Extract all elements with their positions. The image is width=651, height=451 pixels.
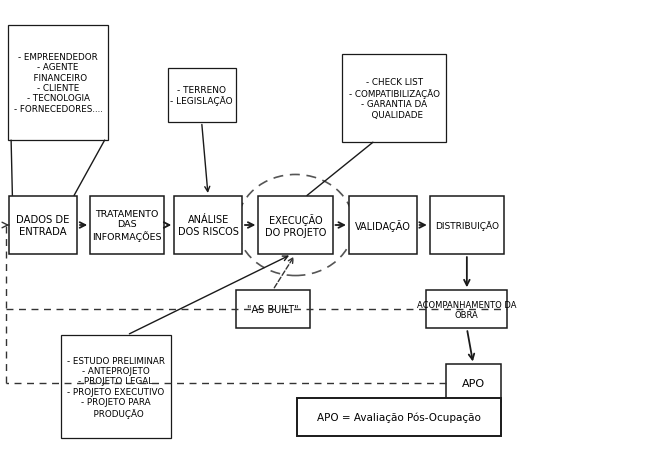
Text: ACOMPANHAMENTO DA
OBRA: ACOMPANHAMENTO DA OBRA <box>417 300 517 319</box>
FancyBboxPatch shape <box>446 364 501 403</box>
Text: - TERRENO
- LEGISLAÇÃO: - TERRENO - LEGISLAÇÃO <box>171 85 233 106</box>
FancyBboxPatch shape <box>430 196 504 255</box>
Text: - EMPREENDEDOR
- AGENTE
  FINANCEIRO
- CLIENTE
- TECNOLOGIA
- FORNECEDORES....: - EMPREENDEDOR - AGENTE FINANCEIRO - CLI… <box>14 53 102 114</box>
FancyBboxPatch shape <box>258 196 333 255</box>
Text: EXECUÇÃO
DO PROJETO: EXECUÇÃO DO PROJETO <box>265 214 326 237</box>
FancyBboxPatch shape <box>8 26 108 140</box>
FancyBboxPatch shape <box>349 196 417 255</box>
FancyBboxPatch shape <box>9 196 77 255</box>
FancyBboxPatch shape <box>426 290 507 329</box>
FancyBboxPatch shape <box>61 335 171 438</box>
FancyBboxPatch shape <box>90 196 165 255</box>
Text: ANÁLISE
DOS RISCOS: ANÁLISE DOS RISCOS <box>178 215 238 236</box>
Text: APO: APO <box>462 378 485 388</box>
FancyBboxPatch shape <box>297 398 501 436</box>
Text: "AS BUILT": "AS BUILT" <box>247 304 299 314</box>
FancyBboxPatch shape <box>174 196 242 255</box>
Text: - CHECK LIST
- COMPATIBILIZAÇÃO
- GARANTIA DA
  QUALIDADE: - CHECK LIST - COMPATIBILIZAÇÃO - GARANT… <box>348 78 439 120</box>
Text: VALIDAÇÃO: VALIDAÇÃO <box>355 220 411 231</box>
FancyBboxPatch shape <box>236 290 310 329</box>
FancyBboxPatch shape <box>168 69 236 122</box>
Text: - ESTUDO PRELIMINAR
- ANTEPROJETO
- PROJETO LEGAL
- PROJETO EXECUTIVO
- PROJETO : - ESTUDO PRELIMINAR - ANTEPROJETO - PROJ… <box>67 356 165 418</box>
Text: APO = Avaliação Pós-Ocupação: APO = Avaliação Pós-Ocupação <box>317 412 481 422</box>
Text: DADOS DE
ENTRADA: DADOS DE ENTRADA <box>16 215 70 236</box>
Text: TRATAMENTO
DAS
INFORMAÇÕES: TRATAMENTO DAS INFORMAÇÕES <box>92 210 162 241</box>
Text: DISTRIBUIÇÃO: DISTRIBUIÇÃO <box>435 221 499 230</box>
FancyBboxPatch shape <box>342 55 446 143</box>
